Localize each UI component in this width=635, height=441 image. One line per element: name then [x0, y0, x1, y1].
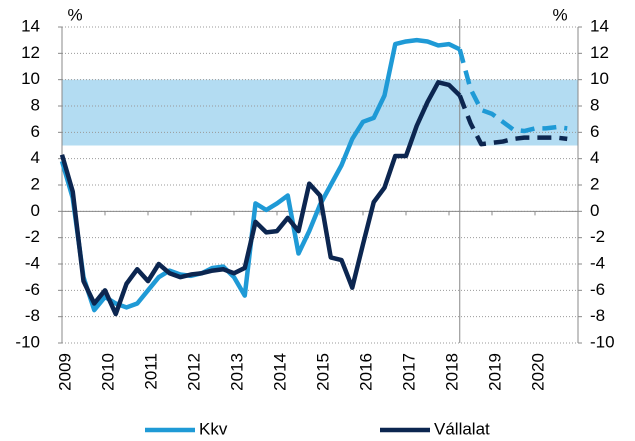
y-tick-label: 12 [21, 43, 40, 62]
y-tick-label: 2 [31, 174, 40, 193]
x-tick-label: 2010 [98, 353, 117, 391]
x-tick-label: 2009 [55, 353, 74, 391]
y2-tick-label: -6 [590, 280, 605, 299]
target-band [62, 79, 578, 146]
y-axis-label: % [67, 5, 82, 24]
x-tick-label: 2011 [141, 353, 160, 390]
x-tick-label: 2016 [356, 353, 375, 391]
y-tick-label: -6 [25, 280, 40, 299]
x-tick-label: 2020 [528, 353, 547, 391]
y2-tick-label: 6 [590, 122, 599, 141]
y2-tick-label: 2 [590, 174, 599, 193]
legend-label: Vállalat [434, 419, 490, 438]
x-tick-label: 2017 [399, 353, 418, 391]
y-tick-label: -2 [25, 227, 40, 246]
y-tick-label: 10 [21, 69, 40, 88]
y2-tick-label: -4 [590, 253, 605, 272]
series-line [59, 80, 462, 317]
y2-tick-label: 0 [590, 201, 599, 220]
y-tick-label: 4 [31, 148, 40, 167]
y-tick-label: -10 [15, 332, 40, 351]
y-tick-label: -8 [25, 306, 40, 325]
y2-tick-label: 14 [590, 16, 609, 35]
y-tick-label: 0 [31, 201, 40, 220]
x-tick-label: 2019 [485, 353, 504, 391]
y2-tick-label: -8 [590, 306, 605, 325]
y2-tick-label: 10 [590, 69, 609, 88]
series-line [59, 37, 461, 313]
y-tick-label: -4 [25, 253, 40, 272]
forecast-line [457, 48, 568, 134]
y-tick-label: 14 [21, 16, 40, 35]
y2-tick-label: 8 [590, 95, 599, 114]
y-tick-label: 8 [31, 95, 40, 114]
y2-tick-label: -2 [590, 227, 605, 246]
x-tick-label: 2014 [270, 353, 289, 391]
x-tick-label: 2012 [184, 353, 203, 391]
x-tick-label: 2015 [313, 353, 332, 391]
y-tick-label: 6 [31, 122, 40, 141]
x-tick-label: 2018 [442, 353, 461, 391]
y2-tick-label: 12 [590, 43, 609, 62]
y2-axis-label: % [552, 5, 567, 24]
y2-tick-label: -10 [590, 332, 615, 351]
legend-label: Kkv [199, 419, 228, 438]
y2-tick-label: 4 [590, 148, 599, 167]
forecast-line [457, 94, 568, 147]
x-tick-label: 2013 [227, 353, 246, 391]
